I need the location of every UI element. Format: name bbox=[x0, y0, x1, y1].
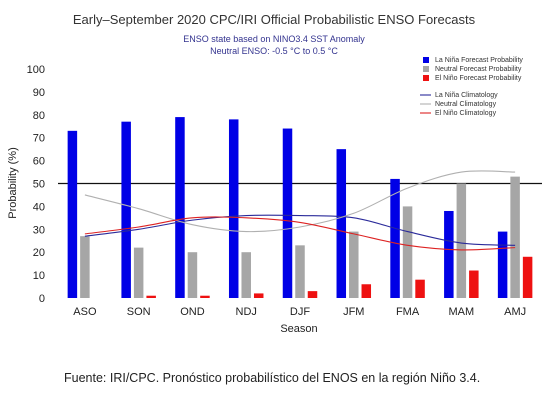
y-tick-label: 20 bbox=[33, 247, 45, 259]
bar-el-ni-o-forecast-probability bbox=[522, 256, 533, 298]
legend-label: La Niña Climatology bbox=[435, 92, 498, 99]
bar-el-ni-o-forecast-probability bbox=[200, 295, 210, 298]
bar-la-ni-a-forecast-probability bbox=[336, 149, 347, 298]
bar-neutral-forecast-probability bbox=[80, 236, 90, 298]
legend-swatch bbox=[423, 75, 429, 81]
bar-neutral-forecast-probability bbox=[241, 252, 251, 298]
x-tick-label: FMA bbox=[396, 306, 420, 318]
bar-el-ni-o-forecast-probability bbox=[146, 295, 156, 298]
x-tick-label: NDJ bbox=[236, 306, 257, 318]
bar-la-ni-a-forecast-probability bbox=[444, 210, 454, 298]
legend-label: El Niño Climatology bbox=[435, 110, 497, 117]
bar-el-ni-o-forecast-probability bbox=[253, 293, 264, 298]
y-tick-label: 70 bbox=[33, 133, 45, 145]
bar-neutral-forecast-probability bbox=[510, 176, 520, 298]
bar-el-ni-o-forecast-probability bbox=[415, 279, 425, 298]
x-axis-label: Season bbox=[280, 323, 317, 335]
bar-la-ni-a-forecast-probability bbox=[121, 121, 131, 298]
chart-subtitle-line-1: ENSO state based on NINO3.4 SST Anomaly bbox=[183, 34, 365, 44]
y-tick-label: 40 bbox=[33, 201, 45, 213]
bar-la-ni-a-forecast-probability bbox=[228, 119, 239, 298]
line-neutral-climatology bbox=[84, 170, 516, 233]
line-la-ni-a-climatology bbox=[84, 214, 516, 246]
legend-swatch bbox=[423, 66, 429, 72]
bar-la-ni-a-forecast-probability bbox=[67, 130, 78, 298]
bar-el-ni-o-forecast-probability bbox=[469, 270, 479, 298]
legend-label: Neutral Climatology bbox=[435, 101, 497, 108]
bar-la-ni-a-forecast-probability bbox=[497, 231, 508, 298]
y-tick-label: 60 bbox=[33, 156, 45, 168]
bar-neutral-forecast-probability bbox=[349, 231, 359, 298]
chart-title: Early–September 2020 CPC/IRI Official Pr… bbox=[73, 12, 476, 27]
bar-el-ni-o-forecast-probability bbox=[361, 284, 372, 298]
y-axis-label: Probability (%) bbox=[7, 147, 19, 219]
x-tick-label: ASO bbox=[73, 306, 97, 318]
legend-swatch bbox=[423, 57, 429, 63]
enso-forecast-chart: Early–September 2020 CPC/IRI Official Pr… bbox=[7, 12, 542, 335]
bar-neutral-forecast-probability bbox=[133, 247, 144, 298]
y-tick-label: 30 bbox=[33, 224, 45, 236]
y-tick-label: 80 bbox=[33, 110, 45, 122]
x-tick-label: SON bbox=[127, 306, 151, 318]
bar-la-ni-a-forecast-probability bbox=[175, 117, 185, 298]
legend-label: El Niño Forecast Probability bbox=[435, 75, 522, 82]
x-axis-ticks: ASO SON OND NDJ DJF JFM FMA MAM AMJ bbox=[73, 306, 526, 318]
legend-label: Neutral Forecast Probability bbox=[435, 66, 522, 73]
chart-subtitle-line-2: Neutral ENSO: -0.5 °C to 0.5 °C bbox=[210, 46, 338, 56]
bar-la-ni-a-forecast-probability bbox=[390, 178, 400, 298]
x-tick-label: DJF bbox=[290, 306, 310, 318]
plot-area bbox=[58, 117, 542, 298]
x-tick-label: AMJ bbox=[504, 306, 526, 318]
y-tick-label: 50 bbox=[33, 179, 45, 191]
chart-legend: La Niña Forecast Probability Neutral Fore… bbox=[420, 57, 523, 117]
bar-la-ni-a-forecast-probability bbox=[282, 128, 293, 298]
y-tick-label: 90 bbox=[33, 87, 45, 99]
line-el-ni-o-climatology bbox=[84, 216, 516, 251]
y-tick-label: 0 bbox=[39, 293, 45, 305]
x-tick-label: OND bbox=[180, 306, 205, 318]
legend-label: La Niña Forecast Probability bbox=[435, 57, 523, 64]
figure-caption: Fuente: IRI/CPC. Pronóstico probabilísti… bbox=[64, 371, 481, 385]
y-tick-label: 100 bbox=[27, 64, 45, 76]
bar-neutral-forecast-probability bbox=[187, 252, 198, 298]
y-axis-ticks: 0 10 20 30 40 50 60 70 80 90 100 bbox=[27, 64, 45, 305]
x-tick-label: MAM bbox=[448, 306, 474, 318]
bar-neutral-forecast-probability bbox=[295, 245, 305, 298]
x-tick-label: JFM bbox=[343, 306, 364, 318]
bar-neutral-forecast-probability bbox=[456, 183, 467, 298]
y-tick-label: 10 bbox=[33, 270, 45, 282]
bar-neutral-forecast-probability bbox=[402, 206, 413, 298]
bar-el-ni-o-forecast-probability bbox=[307, 291, 318, 298]
